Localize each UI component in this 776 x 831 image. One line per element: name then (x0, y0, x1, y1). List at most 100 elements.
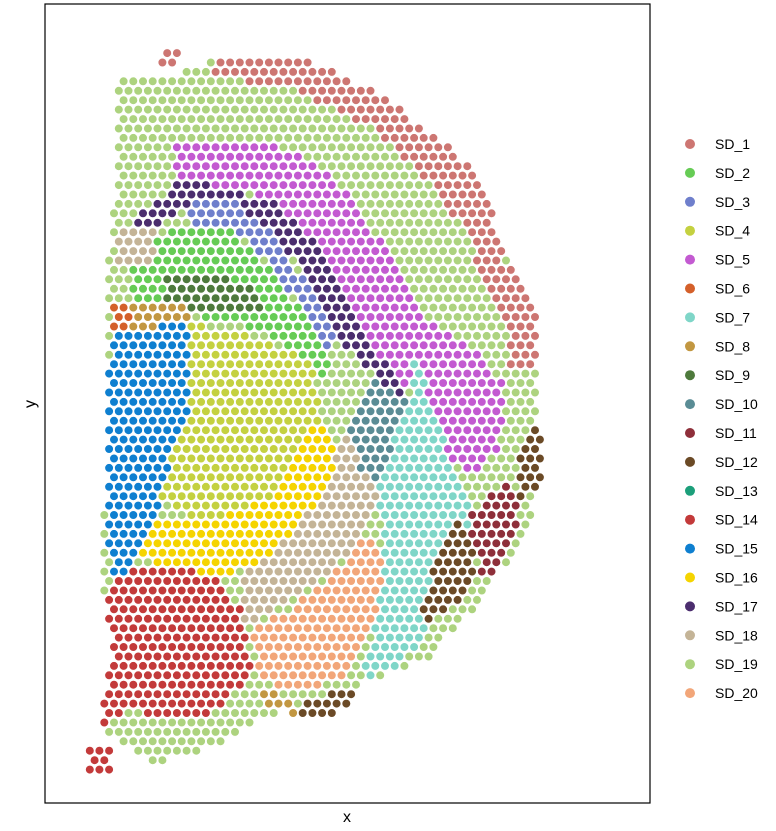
spot-sd-1 (448, 208, 458, 218)
spot-sd-19 (235, 114, 245, 124)
spot-sd-19 (346, 142, 356, 152)
spot-sd-2 (128, 284, 138, 294)
spot-sd-5 (443, 369, 453, 379)
spot-sd-1 (477, 208, 487, 218)
spot-sd-7 (375, 482, 385, 492)
spot-sd-5 (351, 265, 361, 275)
spot-sd-7 (380, 548, 390, 558)
spot-sd-20 (317, 670, 327, 680)
spot-sd-12 (448, 566, 458, 577)
spot-sd-5 (448, 378, 458, 388)
spot-sd-17 (322, 265, 332, 275)
spot-sd-9 (162, 293, 172, 303)
spot-sd-16 (273, 491, 284, 501)
spot-sd-15 (172, 406, 182, 416)
spot-sd-16 (307, 444, 318, 454)
spot-sd-15 (182, 331, 192, 341)
spot-sd-7 (414, 614, 424, 624)
spot-sd-4 (186, 491, 196, 501)
spot-sd-19 (293, 133, 303, 143)
spot-sd-1 (501, 293, 511, 303)
spot-sd-2 (201, 237, 211, 247)
spot-sd-12 (428, 604, 439, 614)
spot-sd-17 (186, 189, 196, 200)
spot-sd-4 (162, 482, 172, 492)
spot-sd-9 (220, 293, 230, 303)
spot-sd-19 (351, 378, 361, 388)
spot-sd-14 (104, 595, 114, 605)
spot-sd-19 (133, 142, 143, 152)
spot-sd-16 (225, 548, 235, 558)
spot-sd-15 (114, 331, 124, 341)
spot-sd-19 (123, 293, 134, 303)
spot-sd-19 (123, 199, 134, 209)
spot-sd-1 (525, 303, 535, 313)
spot-sd-19 (269, 86, 279, 96)
spot-sd-14 (118, 642, 129, 652)
spot-sd-19 (312, 378, 322, 388)
spot-sd-19 (123, 161, 134, 171)
spot-sd-19 (448, 303, 458, 313)
spot-sd-19 (99, 585, 109, 596)
spot-sd-16 (215, 548, 226, 558)
spot-sd-4 (240, 369, 250, 379)
spot-sd-7 (409, 642, 419, 652)
spot-sd-19 (365, 369, 376, 379)
spot-sd-5 (482, 444, 492, 454)
spot-sd-7 (409, 604, 419, 614)
spot-sd-2 (273, 303, 284, 313)
spot-sd-1 (307, 86, 318, 96)
spot-sd-19 (278, 689, 289, 699)
spot-sd-11 (511, 519, 521, 530)
spot-sd-19 (215, 76, 226, 86)
spot-sd-15 (114, 425, 124, 435)
spot-sd-14 (162, 689, 172, 699)
spot-sd-15 (123, 519, 134, 530)
spot-sd-17 (225, 189, 235, 200)
spot-sd-19 (225, 76, 235, 86)
spot-sd-7 (428, 472, 439, 482)
spot-sd-5 (399, 340, 410, 350)
spot-sd-14 (191, 651, 201, 662)
spot-sd-12 (535, 435, 545, 445)
spot-sd-14 (118, 623, 129, 633)
spot-sd-2 (293, 321, 303, 332)
spot-sd-15 (157, 340, 167, 350)
spot-sd-19 (196, 114, 206, 124)
spot-sd-14 (133, 595, 143, 605)
spot-sd-19 (424, 255, 434, 266)
spot-sd-19 (472, 312, 482, 322)
spot-sd-4 (201, 425, 211, 435)
spot-sd-19 (501, 463, 511, 473)
spot-sd-14 (128, 661, 138, 671)
spot-sd-15 (133, 406, 143, 416)
spot-sd-19 (278, 86, 289, 96)
spot-sd-19 (375, 161, 385, 171)
spot-sd-19 (404, 199, 414, 209)
spot-sd-16 (322, 472, 332, 482)
spot-sd-1 (515, 321, 526, 332)
spot-sd-15 (167, 321, 177, 332)
spot-sd-19 (477, 284, 487, 294)
spot-sd-5 (457, 340, 468, 350)
spot-sd-7 (453, 482, 463, 492)
legend-key-sd-16 (685, 572, 695, 583)
spot-sd-18 (332, 472, 342, 482)
spot-sd-18 (346, 501, 356, 511)
spot-sd-2 (278, 293, 289, 303)
spot-sd-10 (375, 406, 385, 416)
spot-sd-19 (477, 321, 487, 332)
spot-sd-14 (157, 642, 167, 652)
spot-sd-1 (520, 293, 531, 303)
spot-sd-1 (385, 104, 395, 115)
spot-sd-4 (278, 350, 289, 360)
spot-sd-4 (225, 453, 235, 464)
spot-sd-15 (133, 519, 143, 530)
spot-sd-18 (346, 463, 356, 473)
spot-sd-4 (211, 369, 221, 379)
spot-sd-14 (109, 642, 119, 652)
spot-sd-7 (399, 623, 410, 633)
spot-sd-20 (361, 585, 371, 596)
spot-sd-11 (491, 557, 501, 567)
